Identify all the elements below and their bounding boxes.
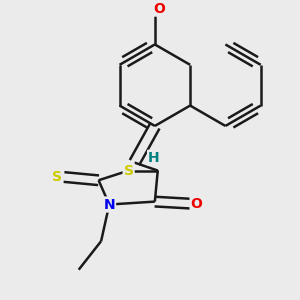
Text: O: O	[190, 196, 202, 211]
Text: N: N	[103, 197, 115, 212]
Text: S: S	[52, 170, 62, 184]
Text: H: H	[148, 151, 160, 165]
Text: O: O	[153, 2, 165, 16]
Text: S: S	[124, 164, 134, 178]
